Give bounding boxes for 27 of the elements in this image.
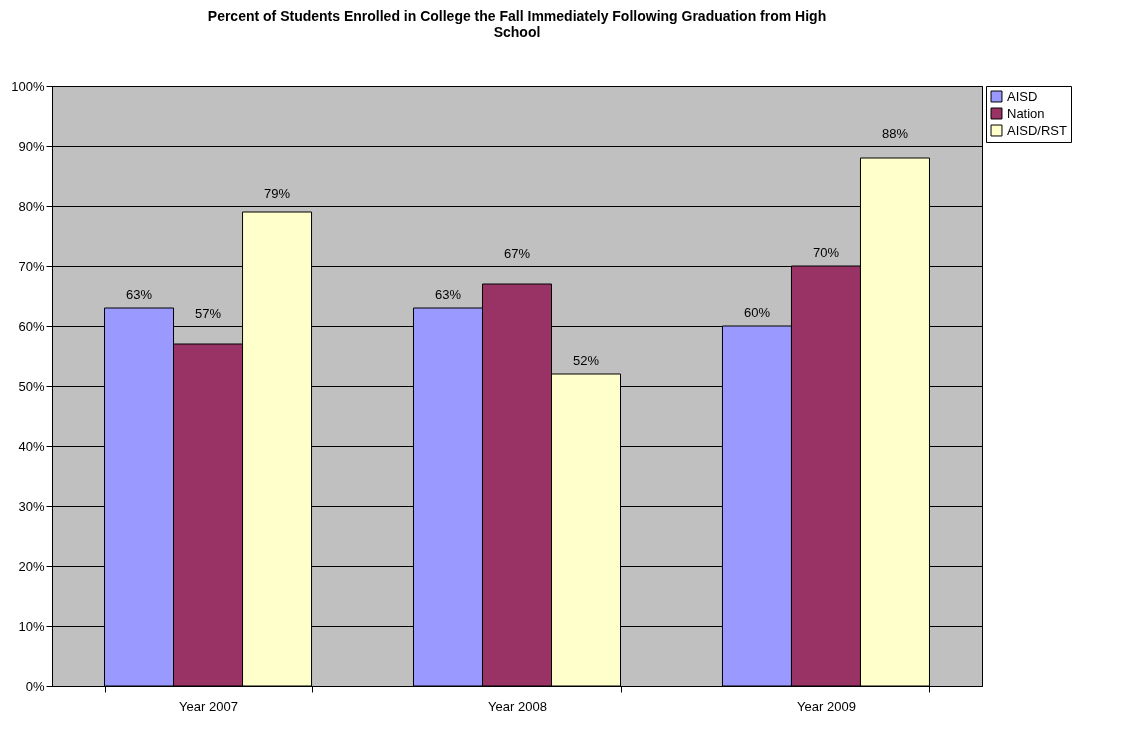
y-tick-label: 70%: [18, 258, 45, 274]
legend-label: Nation: [1007, 105, 1045, 121]
data-label: 52%: [572, 353, 600, 368]
chart-title: Percent of Students Enrolled in College the Fall Immediately Following Graduation from High School: [207, 8, 827, 40]
y-tick-label: 100%: [11, 78, 45, 94]
x-tick-label: Year 2009: [797, 698, 856, 714]
y-tick-label: 0%: [25, 678, 45, 694]
y-tick-label: 90%: [18, 138, 45, 154]
data-label: 67%: [503, 246, 531, 261]
legend-label: AISD/RST: [1007, 122, 1068, 138]
y-tick-label: 50%: [18, 378, 45, 394]
data-label: 57%: [195, 306, 222, 321]
data-label: 70%: [812, 245, 840, 260]
y-tick-label: 40%: [18, 438, 45, 454]
y-tick-label: 20%: [18, 558, 45, 574]
y-tick-label: 10%: [18, 618, 45, 634]
data-label: 88%: [881, 126, 909, 141]
legend-label: AISD: [1007, 88, 1038, 104]
x-tick-label: Year 2007: [179, 698, 238, 714]
data-label: 63%: [126, 287, 153, 302]
data-label: 60%: [743, 305, 771, 320]
x-tick-label: Year 2008: [488, 698, 547, 714]
y-tick-label: 60%: [18, 318, 45, 334]
y-tick-label: 80%: [18, 198, 45, 214]
data-label: 63%: [434, 287, 462, 302]
y-tick-label: 30%: [18, 498, 45, 514]
data-label: 79%: [264, 186, 291, 201]
